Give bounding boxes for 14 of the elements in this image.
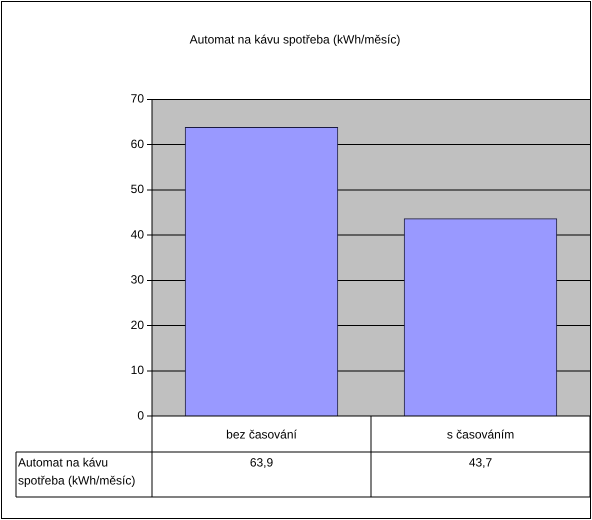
- y-tick-label: 70: [130, 92, 144, 106]
- y-tick-label: 50: [130, 182, 144, 196]
- y-tick-label: 40: [130, 227, 144, 242]
- text: Automat na kávu spotřeba (kWh/měsíc): [18, 455, 136, 488]
- chart-title: Automat na kávu spotřeba (kWh/měsíc): [190, 32, 400, 47]
- y-tick-label: 30: [130, 272, 144, 287]
- x-tick-label: bez časování: [226, 428, 298, 442]
- y-tick-label: 0: [137, 408, 144, 422]
- y-tick-label: 60: [130, 136, 144, 151]
- data-label: 43,7: [468, 455, 492, 470]
- y-tick-label: 20: [130, 318, 144, 332]
- x-tick-label: s časováním: [446, 428, 514, 442]
- y-tick-label: 10: [130, 363, 144, 378]
- data-label: 63,9: [250, 455, 274, 470]
